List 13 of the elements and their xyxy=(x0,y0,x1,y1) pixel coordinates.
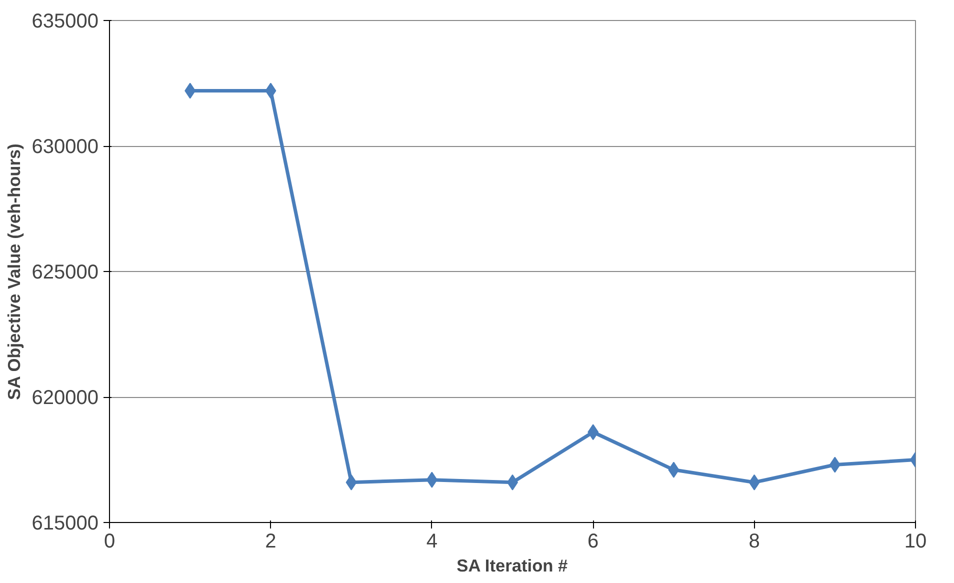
x-tick-label: 4 xyxy=(426,530,438,552)
y-tick-label: 620000 xyxy=(32,387,99,409)
x-tick-label: 8 xyxy=(748,530,760,552)
x-axis-title: SA Iteration # xyxy=(456,556,568,576)
x-tick-label: 10 xyxy=(904,530,927,552)
y-axis-title: SA Objective Value (veh-hours) xyxy=(4,144,24,400)
x-tick-label: 6 xyxy=(588,530,599,552)
x-tick-label: 0 xyxy=(104,530,116,552)
x-tick-label: 2 xyxy=(265,530,276,552)
y-tick-label: 615000 xyxy=(32,512,99,534)
y-tick-label: 635000 xyxy=(32,10,99,32)
y-tick-label: 625000 xyxy=(32,262,99,284)
y-tick-label: 630000 xyxy=(32,136,99,158)
